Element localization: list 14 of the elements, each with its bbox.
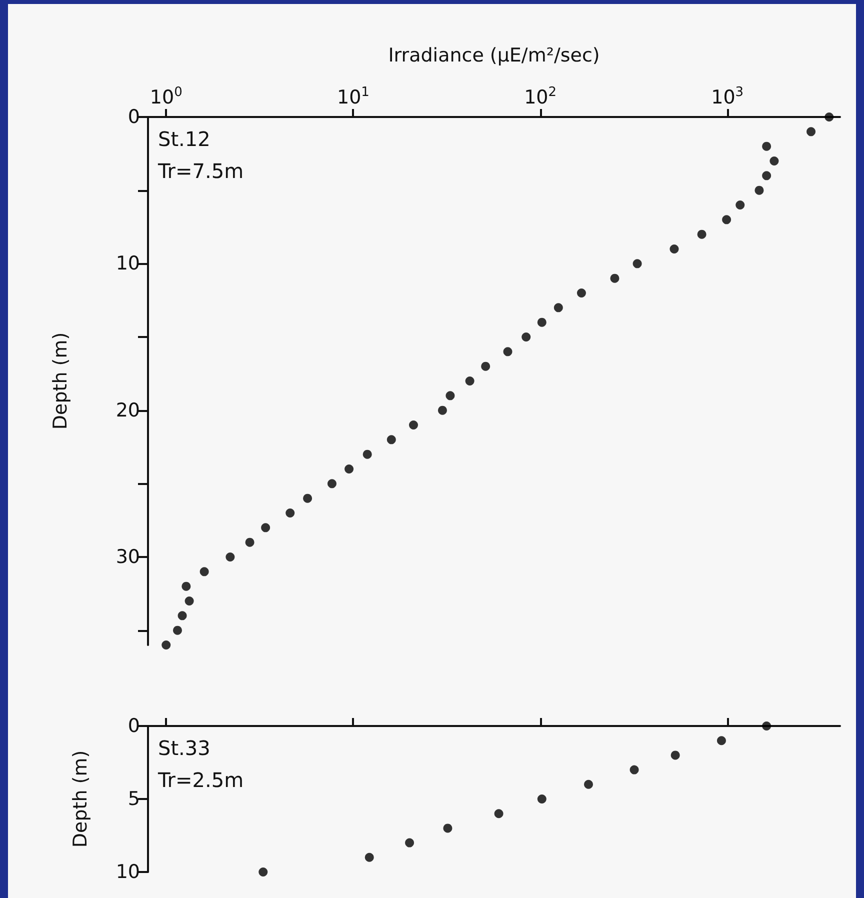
- y-tick-label: 30: [116, 546, 140, 568]
- y-tick-label: 20: [116, 399, 140, 422]
- y-axis-title: Depth (m): [50, 332, 72, 430]
- y-tick-label: 5: [128, 788, 140, 810]
- y-axis-title: Depth (m): [70, 750, 92, 848]
- y-tick-label: 0: [128, 715, 140, 737]
- annotation: St.12: [158, 127, 210, 151]
- annotation: St.33: [158, 736, 210, 760]
- x-axis-title: Irradiance (µE/m²/sec): [388, 44, 600, 66]
- y-tick-label: 10: [116, 252, 140, 275]
- y-tick-label: 0: [128, 106, 140, 128]
- y-tick-label: 10: [116, 861, 140, 883]
- annotation: Tr=2.5m: [157, 768, 244, 792]
- annotation: Tr=7.5m: [157, 159, 244, 183]
